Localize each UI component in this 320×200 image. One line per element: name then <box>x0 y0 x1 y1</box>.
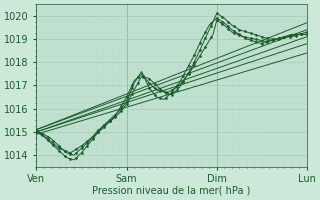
X-axis label: Pression niveau de la mer( hPa ): Pression niveau de la mer( hPa ) <box>92 186 251 196</box>
